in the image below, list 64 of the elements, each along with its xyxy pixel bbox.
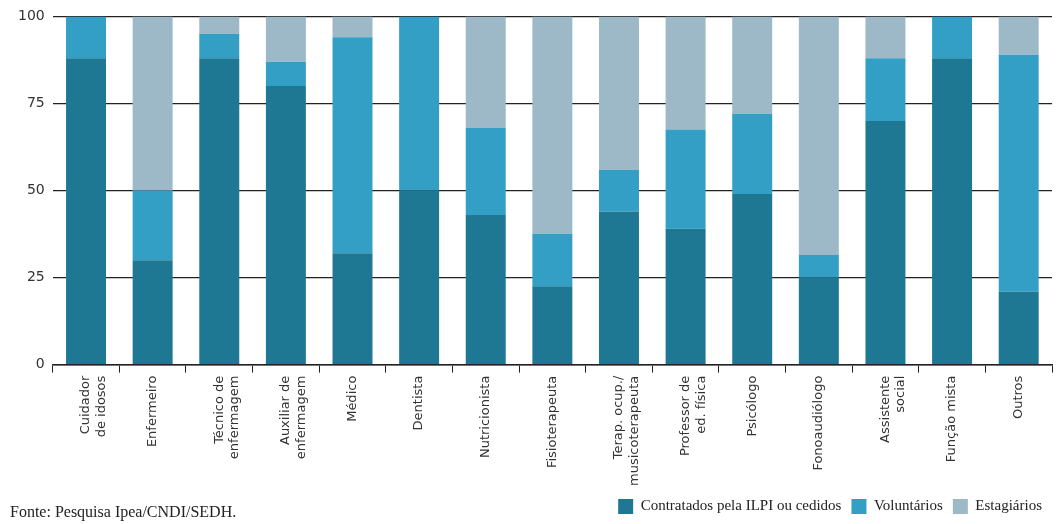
bar	[132, 16, 173, 191]
bar	[798, 277, 839, 365]
bar	[265, 86, 306, 365]
bar	[199, 16, 240, 34]
bar	[998, 54, 1039, 292]
source-note: Fonte: Pesquisa Ipea/CNDI/SEDH.	[10, 503, 237, 522]
x-tick-label: Psicólogo	[743, 375, 759, 437]
legend-label: Estagiários	[975, 497, 1043, 514]
y-tick-label: 75	[26, 94, 45, 111]
bar	[332, 16, 373, 38]
bar	[598, 211, 639, 365]
bar	[798, 254, 839, 278]
bar	[66, 16, 107, 59]
bar	[865, 16, 906, 59]
bar	[665, 129, 706, 229]
bar	[732, 194, 773, 365]
bar	[865, 58, 906, 121]
legend-label: Voluntários	[873, 497, 944, 514]
bar	[199, 33, 240, 59]
x-tick-label: Dentista	[410, 375, 426, 431]
bar	[532, 286, 573, 365]
bar	[465, 16, 506, 128]
x-tick-label: Terap. ocup./ musicoterapeuta	[610, 375, 641, 487]
x-tick-label: Fonoaudiólogo	[810, 375, 826, 471]
bar	[532, 16, 573, 235]
bar	[399, 16, 440, 191]
bar	[665, 228, 706, 365]
bar	[732, 113, 773, 195]
bar	[332, 253, 373, 365]
bar	[132, 190, 173, 261]
y-tick-label: 50	[26, 181, 45, 198]
x-tick-label: Outros	[1010, 375, 1026, 420]
bar	[199, 58, 240, 365]
x-tick-label: Cuidador de idosos	[77, 375, 109, 438]
bar	[332, 37, 373, 254]
bar	[532, 234, 573, 287]
x-tick-label: Enfermeiro	[144, 375, 160, 448]
bar	[598, 169, 639, 212]
bar	[265, 61, 306, 87]
bar	[465, 127, 506, 215]
bar	[132, 260, 173, 365]
x-tick-label: Nutricionista	[477, 375, 493, 459]
x-tick-label: Médico	[343, 375, 359, 422]
bar	[399, 190, 440, 365]
bar	[265, 16, 306, 62]
bar	[798, 16, 839, 255]
bar	[665, 16, 706, 130]
y-tick-label: 25	[26, 268, 45, 285]
legend-label: Contratados pela ILPI ou cedidos	[640, 497, 842, 514]
x-tick-label: Função mista	[943, 375, 959, 463]
bar	[465, 214, 506, 365]
bar	[66, 58, 107, 365]
x-tick-label: Fisioterapeuta	[543, 375, 559, 469]
bar	[998, 291, 1039, 365]
bar	[865, 120, 906, 365]
x-tick-label: Técnico de enfermagem	[210, 375, 242, 460]
bar	[932, 58, 973, 365]
y-tick-label: 100	[17, 7, 45, 24]
bar	[732, 16, 773, 114]
bar	[932, 16, 973, 59]
y-tick-label: 0	[35, 355, 45, 372]
bar	[998, 16, 1039, 55]
x-tick-label: Assistente social	[876, 375, 908, 443]
bar	[598, 16, 639, 170]
